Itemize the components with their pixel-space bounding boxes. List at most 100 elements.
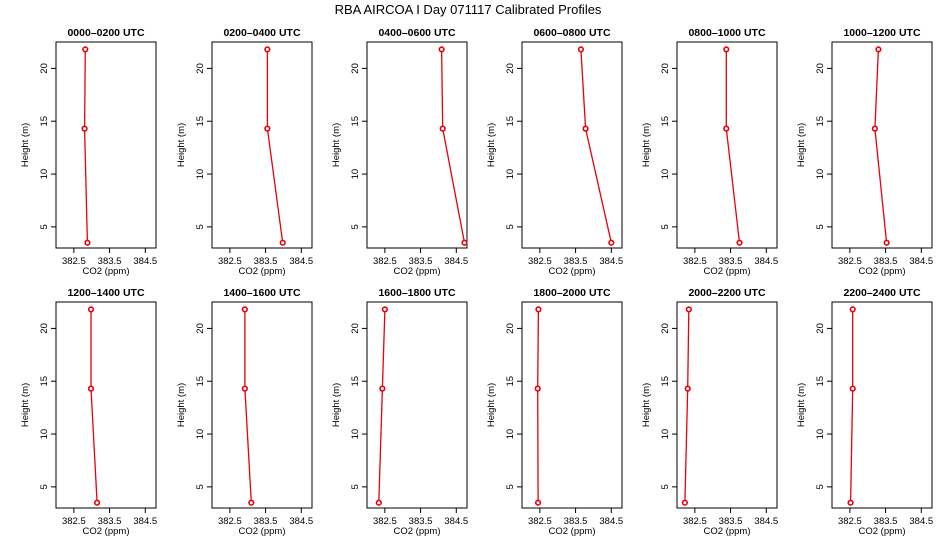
x-tick-label: 382.5 <box>528 516 552 527</box>
profile-line <box>580 49 612 243</box>
x-axis-label: CO2 (ppm) <box>83 526 130 537</box>
profile-line <box>537 309 540 503</box>
profile-line <box>849 309 854 503</box>
x-tick-label: 382.5 <box>373 256 397 267</box>
profile-panel: 0400–0600 UTC 382.5 383.5 384.5 5 10 15 20 CO2 (… <box>331 27 468 277</box>
y-tick-label: 5 <box>350 224 361 229</box>
x-tick-label: 384.5 <box>754 256 778 267</box>
y-tick-label: 15 <box>505 376 516 387</box>
panel-title: 0600–0800 UTC <box>533 27 610 39</box>
x-tick-label: 384.5 <box>444 516 468 527</box>
x-tick-label: 382.5 <box>528 256 552 267</box>
y-tick-label: 5 <box>505 224 516 229</box>
profile-line <box>244 309 252 503</box>
panel-title: 2200–2400 UTC <box>843 287 920 299</box>
y-tick-label: 20 <box>39 323 50 334</box>
profile-panel: 2000–2200 UTC 382.5 383.5 384.5 5 10 15 20 CO2 (… <box>641 287 778 537</box>
x-tick-label: 383.5 <box>564 516 588 527</box>
data-point <box>82 46 89 53</box>
y-axis-label: Height (m) <box>331 123 342 167</box>
x-tick-label: 383.5 <box>409 256 433 267</box>
profile-line <box>684 309 690 503</box>
x-axis-label: CO2 (ppm) <box>239 526 286 537</box>
x-tick-label: 382.5 <box>218 256 242 267</box>
y-tick-label: 5 <box>815 224 826 229</box>
data-point <box>264 46 271 53</box>
y-axis-label: Height (m) <box>486 383 497 427</box>
x-tick-label: 383.5 <box>254 256 278 267</box>
y-tick-label: 20 <box>350 63 361 74</box>
y-tick-label: 20 <box>660 63 671 74</box>
x-tick-label: 383.5 <box>719 516 743 527</box>
y-tick-label: 20 <box>195 63 206 74</box>
y-tick-label: 10 <box>505 429 516 440</box>
x-axis-label: CO2 (ppm) <box>394 266 441 277</box>
y-tick-label: 15 <box>350 376 361 387</box>
x-tick-label: 383.5 <box>98 516 122 527</box>
y-tick-label: 15 <box>815 376 826 387</box>
data-point <box>439 125 446 132</box>
y-axis-label: Height (m) <box>486 123 497 167</box>
data-point <box>849 385 856 392</box>
x-tick-label: 383.5 <box>564 256 588 267</box>
plot-frame <box>831 301 933 509</box>
data-point <box>84 239 91 246</box>
plot-frame <box>521 301 623 509</box>
y-tick-label: 10 <box>815 429 826 440</box>
y-tick-label: 20 <box>195 323 206 334</box>
x-tick-label: 382.5 <box>838 256 862 267</box>
panel-title: 1200–1400 UTC <box>67 287 144 299</box>
x-tick-label: 383.5 <box>874 256 898 267</box>
y-tick-label: 20 <box>505 323 516 334</box>
profile-panel: 1800–2000 UTC 382.5 383.5 384.5 5 10 15 20 CO2 (… <box>486 287 623 537</box>
x-axis-label: CO2 (ppm) <box>704 266 751 277</box>
data-point <box>582 125 589 132</box>
y-tick-label: 5 <box>505 484 516 489</box>
x-axis-label: CO2 (ppm) <box>549 266 596 277</box>
data-point <box>849 306 856 313</box>
profile-panel: 1600–1800 UTC 382.5 383.5 384.5 5 10 15 20 CO2 (… <box>331 287 468 537</box>
y-tick-label: 10 <box>39 429 50 440</box>
panel-title: 2000–2200 UTC <box>688 287 765 299</box>
plot-frame <box>676 301 778 509</box>
data-point <box>875 46 882 53</box>
y-tick-label: 10 <box>660 429 671 440</box>
panel-title: 0200–0400 UTC <box>223 27 300 39</box>
x-axis-label: CO2 (ppm) <box>239 266 286 277</box>
data-point <box>241 306 248 313</box>
panel-title: 0000–0200 UTC <box>67 27 144 39</box>
x-tick-label: 382.5 <box>218 516 242 527</box>
x-tick-label: 382.5 <box>683 256 707 267</box>
y-tick-label: 20 <box>815 63 826 74</box>
x-tick-label: 382.5 <box>373 516 397 527</box>
plot-frame <box>211 301 313 509</box>
y-tick-label: 20 <box>505 63 516 74</box>
x-tick-label: 384.5 <box>909 516 933 527</box>
data-point <box>577 46 585 53</box>
x-tick-label: 383.5 <box>874 516 898 527</box>
profile-line <box>874 49 888 243</box>
y-tick-label: 5 <box>195 224 206 229</box>
y-tick-label: 5 <box>350 484 361 489</box>
x-tick-label: 384.5 <box>754 516 778 527</box>
plot-frame <box>676 41 778 249</box>
profile-line <box>378 309 386 503</box>
plot-frame <box>55 41 157 249</box>
y-tick-label: 20 <box>815 323 826 334</box>
y-axis-label: Height (m) <box>641 383 652 427</box>
y-axis-label: Height (m) <box>20 383 31 427</box>
data-point <box>461 239 468 246</box>
data-point <box>685 306 692 313</box>
plot-frame <box>366 301 468 509</box>
y-tick-label: 5 <box>660 224 671 229</box>
y-tick-label: 5 <box>660 484 671 489</box>
profile-panel: 0800–1000 UTC 382.5 383.5 384.5 5 10 15 20 CO2 (… <box>641 27 778 277</box>
data-point <box>81 125 88 132</box>
panel-title: 0400–0600 UTC <box>378 27 455 39</box>
x-tick-label: 383.5 <box>719 256 743 267</box>
y-tick-label: 10 <box>39 169 50 180</box>
profile-panel: 1000–1200 UTC 382.5 383.5 384.5 5 10 15 20 CO2 (… <box>796 27 933 277</box>
data-point <box>438 46 445 53</box>
x-axis-label: CO2 (ppm) <box>704 526 751 537</box>
